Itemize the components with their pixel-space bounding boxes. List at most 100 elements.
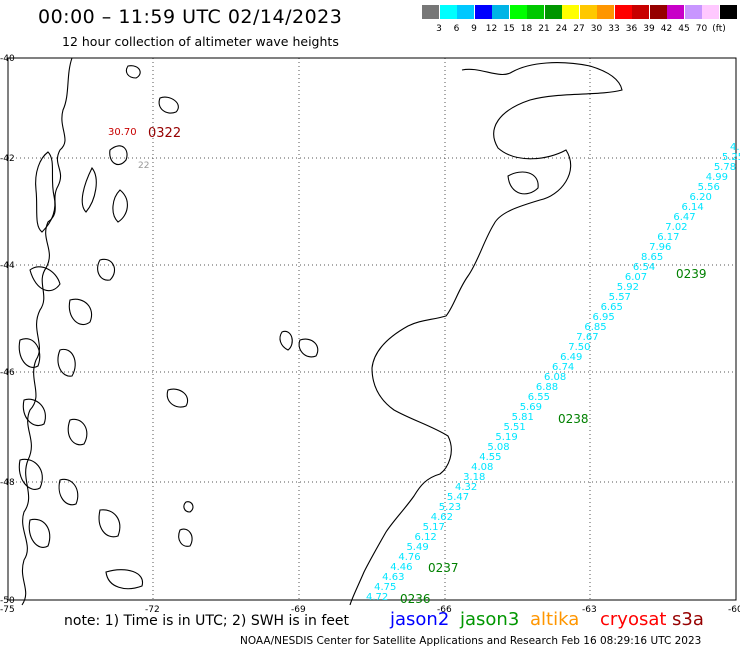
swh-value: 5.51	[504, 422, 526, 433]
coast-fragment	[166, 388, 188, 408]
satellite-label-altika: altika	[530, 609, 580, 630]
coast-fragment	[298, 338, 319, 358]
point-label: 30.70	[108, 127, 137, 138]
coast-fragment	[125, 65, 141, 79]
footer-credit: NOAA/NESDIS Center for Satellite Applica…	[240, 635, 702, 647]
legend-label: 45	[678, 24, 690, 34]
swh-value: 6.85	[584, 322, 606, 333]
legend-label: 24	[555, 24, 568, 34]
chile-coast	[21, 57, 73, 606]
legend-label: 15	[503, 24, 515, 34]
legend-swatch	[509, 5, 527, 19]
coast-fragment	[158, 96, 179, 114]
swh-value: 5.57	[609, 292, 631, 303]
lat-label: -42	[0, 154, 15, 164]
swh-value: 4.72	[366, 592, 388, 603]
legend-swatch	[649, 5, 667, 19]
legend-label: 21	[538, 24, 550, 34]
legend-swatch	[597, 5, 614, 19]
coast-fragment	[105, 569, 143, 590]
swh-value: 5.23	[439, 502, 461, 513]
swh-value: 5.56	[698, 182, 720, 193]
coast-fragment	[98, 509, 121, 538]
swh-value: 6.12	[415, 532, 437, 543]
track-time-label: 0238	[558, 412, 589, 426]
satellite-label-jason3: jason3	[460, 609, 520, 630]
legend-swatch	[667, 5, 684, 19]
legend-label: 6	[453, 24, 460, 34]
coast-fragment	[279, 330, 293, 351]
lon-label: -66	[437, 605, 452, 615]
swh-value: 7.96	[649, 242, 671, 253]
track-time-label: 0236	[400, 592, 431, 606]
swh-value: 5.49	[406, 542, 428, 553]
page-title: 00:00 – 11:59 UTC 02/14/2023	[38, 6, 343, 28]
legend-label: 39	[643, 24, 655, 34]
swh-value: 6.88	[536, 382, 558, 393]
swh-value: 4.62	[431, 512, 453, 523]
swh-value: 5.92	[617, 282, 639, 293]
swh-value: 7.02	[665, 222, 687, 233]
legend-swatch	[439, 5, 457, 19]
swh-value: 6.65	[601, 302, 623, 313]
legend-label: 12	[485, 24, 498, 34]
coast-fragment	[29, 266, 61, 292]
coast-fragment	[67, 418, 88, 446]
coast-fragment	[28, 518, 51, 548]
lat-label: -50	[0, 596, 15, 606]
legend-swatch	[474, 5, 492, 19]
lat-label: -48	[0, 478, 15, 488]
swh-value: 6.74	[552, 362, 574, 373]
swh-value: 7.50	[568, 342, 590, 353]
swh-value: 4.32	[455, 482, 477, 493]
satellite-label-jason2: jason2	[390, 609, 450, 630]
swh-value: 4.97	[730, 142, 740, 153]
swh-value: 4.46	[390, 562, 412, 573]
swh-value: 5.17	[423, 522, 445, 533]
legend-swatch	[422, 5, 439, 19]
coast-fragment	[109, 145, 128, 165]
coast-fragment	[183, 501, 194, 513]
swh-value: 4.99	[706, 172, 728, 183]
swh-value: 5.78	[714, 162, 736, 173]
page-subtitle: 12 hour collection of altimeter wave hei…	[62, 34, 339, 49]
swh-value: 6.47	[673, 212, 695, 223]
legend-label: 70	[695, 24, 708, 34]
coast-fragment	[22, 398, 46, 426]
legend-swatch	[632, 5, 649, 19]
valdes-peninsula	[507, 171, 539, 195]
axis-labels: -40 -42 -44 -46 -48 -50-75 -72 -69 -66 -63 -60	[0, 54, 740, 615]
legend-swatch	[684, 5, 702, 19]
coast-fragment	[68, 298, 92, 326]
swh-value: 4.08	[471, 462, 493, 473]
legend-label: (ft)	[712, 24, 726, 34]
coast-fragment	[18, 458, 43, 490]
chiloe-island	[35, 151, 56, 233]
swh-value: 8.65	[641, 252, 663, 263]
swh-value: 4.63	[382, 572, 404, 583]
legend-swatch	[579, 5, 597, 19]
legend-label: 30	[590, 24, 603, 34]
swh-value: 3.18	[463, 472, 485, 483]
legend-swatch	[492, 5, 509, 19]
lon-label: -63	[582, 605, 597, 615]
map-frame	[7, 57, 737, 601]
satellite-label-cryosat: cryosat	[600, 609, 667, 630]
legend-label: 18	[520, 24, 533, 34]
swh-value: 5.19	[495, 432, 517, 443]
coast-fragment	[57, 348, 76, 377]
swh-value: 6.08	[544, 372, 566, 383]
swh-value: 4.75	[374, 582, 396, 593]
point-label: 0322	[148, 126, 181, 141]
legend-label: 33	[608, 24, 620, 34]
coast-fragment	[178, 528, 193, 547]
swh-value: 5.69	[520, 402, 542, 413]
coastline	[18, 57, 623, 606]
swh-value: 7.67	[576, 332, 598, 343]
lon-label: -72	[145, 605, 160, 615]
swh-value: 6.55	[528, 392, 550, 403]
map-grid	[7, 57, 737, 601]
legend-swatch	[527, 5, 544, 19]
satellite-label-s3a: s3a	[672, 609, 704, 630]
